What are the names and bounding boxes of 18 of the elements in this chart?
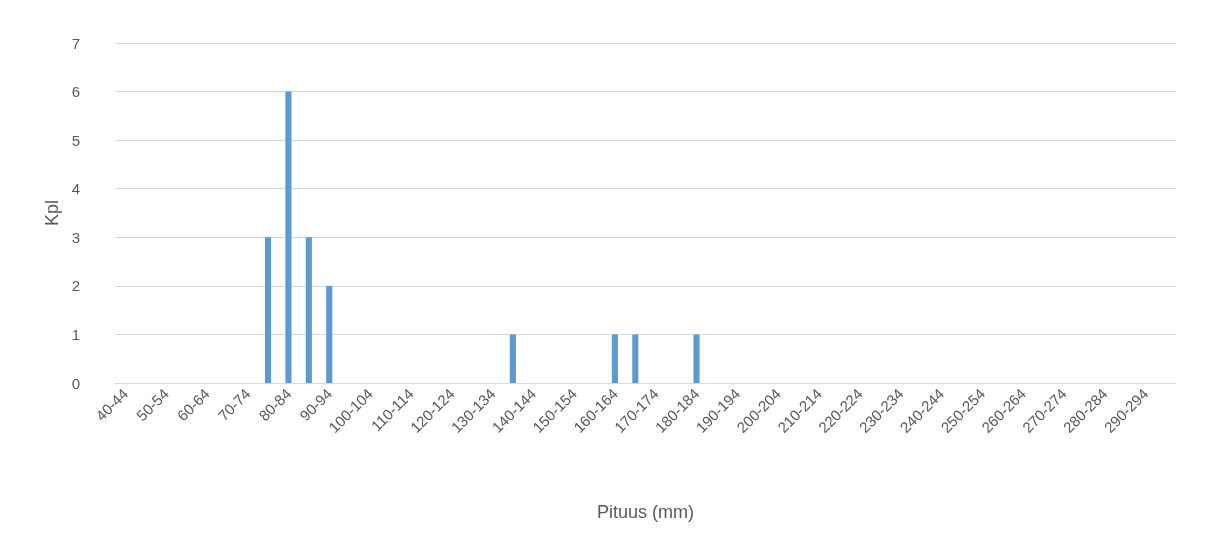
y-tick-label: 3 (71, 228, 80, 246)
y-tick-label: 1 (71, 325, 80, 343)
bar (632, 334, 639, 383)
y-tick-label: 5 (71, 131, 80, 149)
bar (611, 334, 618, 383)
y-tick-label: 7 (71, 34, 80, 52)
y-tick-label: 0 (71, 374, 80, 392)
bar (326, 285, 333, 383)
y-tick-label: 4 (71, 180, 80, 198)
y-tick-label: 2 (71, 277, 80, 295)
x-axis-title: Pituus (mm) (596, 502, 695, 522)
bar (693, 334, 700, 383)
bar (285, 91, 292, 383)
bar (264, 237, 272, 383)
bar (305, 237, 312, 383)
y-axis-title: Kpl (41, 199, 62, 227)
bar (509, 334, 516, 383)
y-tick-label: 6 (71, 83, 80, 101)
